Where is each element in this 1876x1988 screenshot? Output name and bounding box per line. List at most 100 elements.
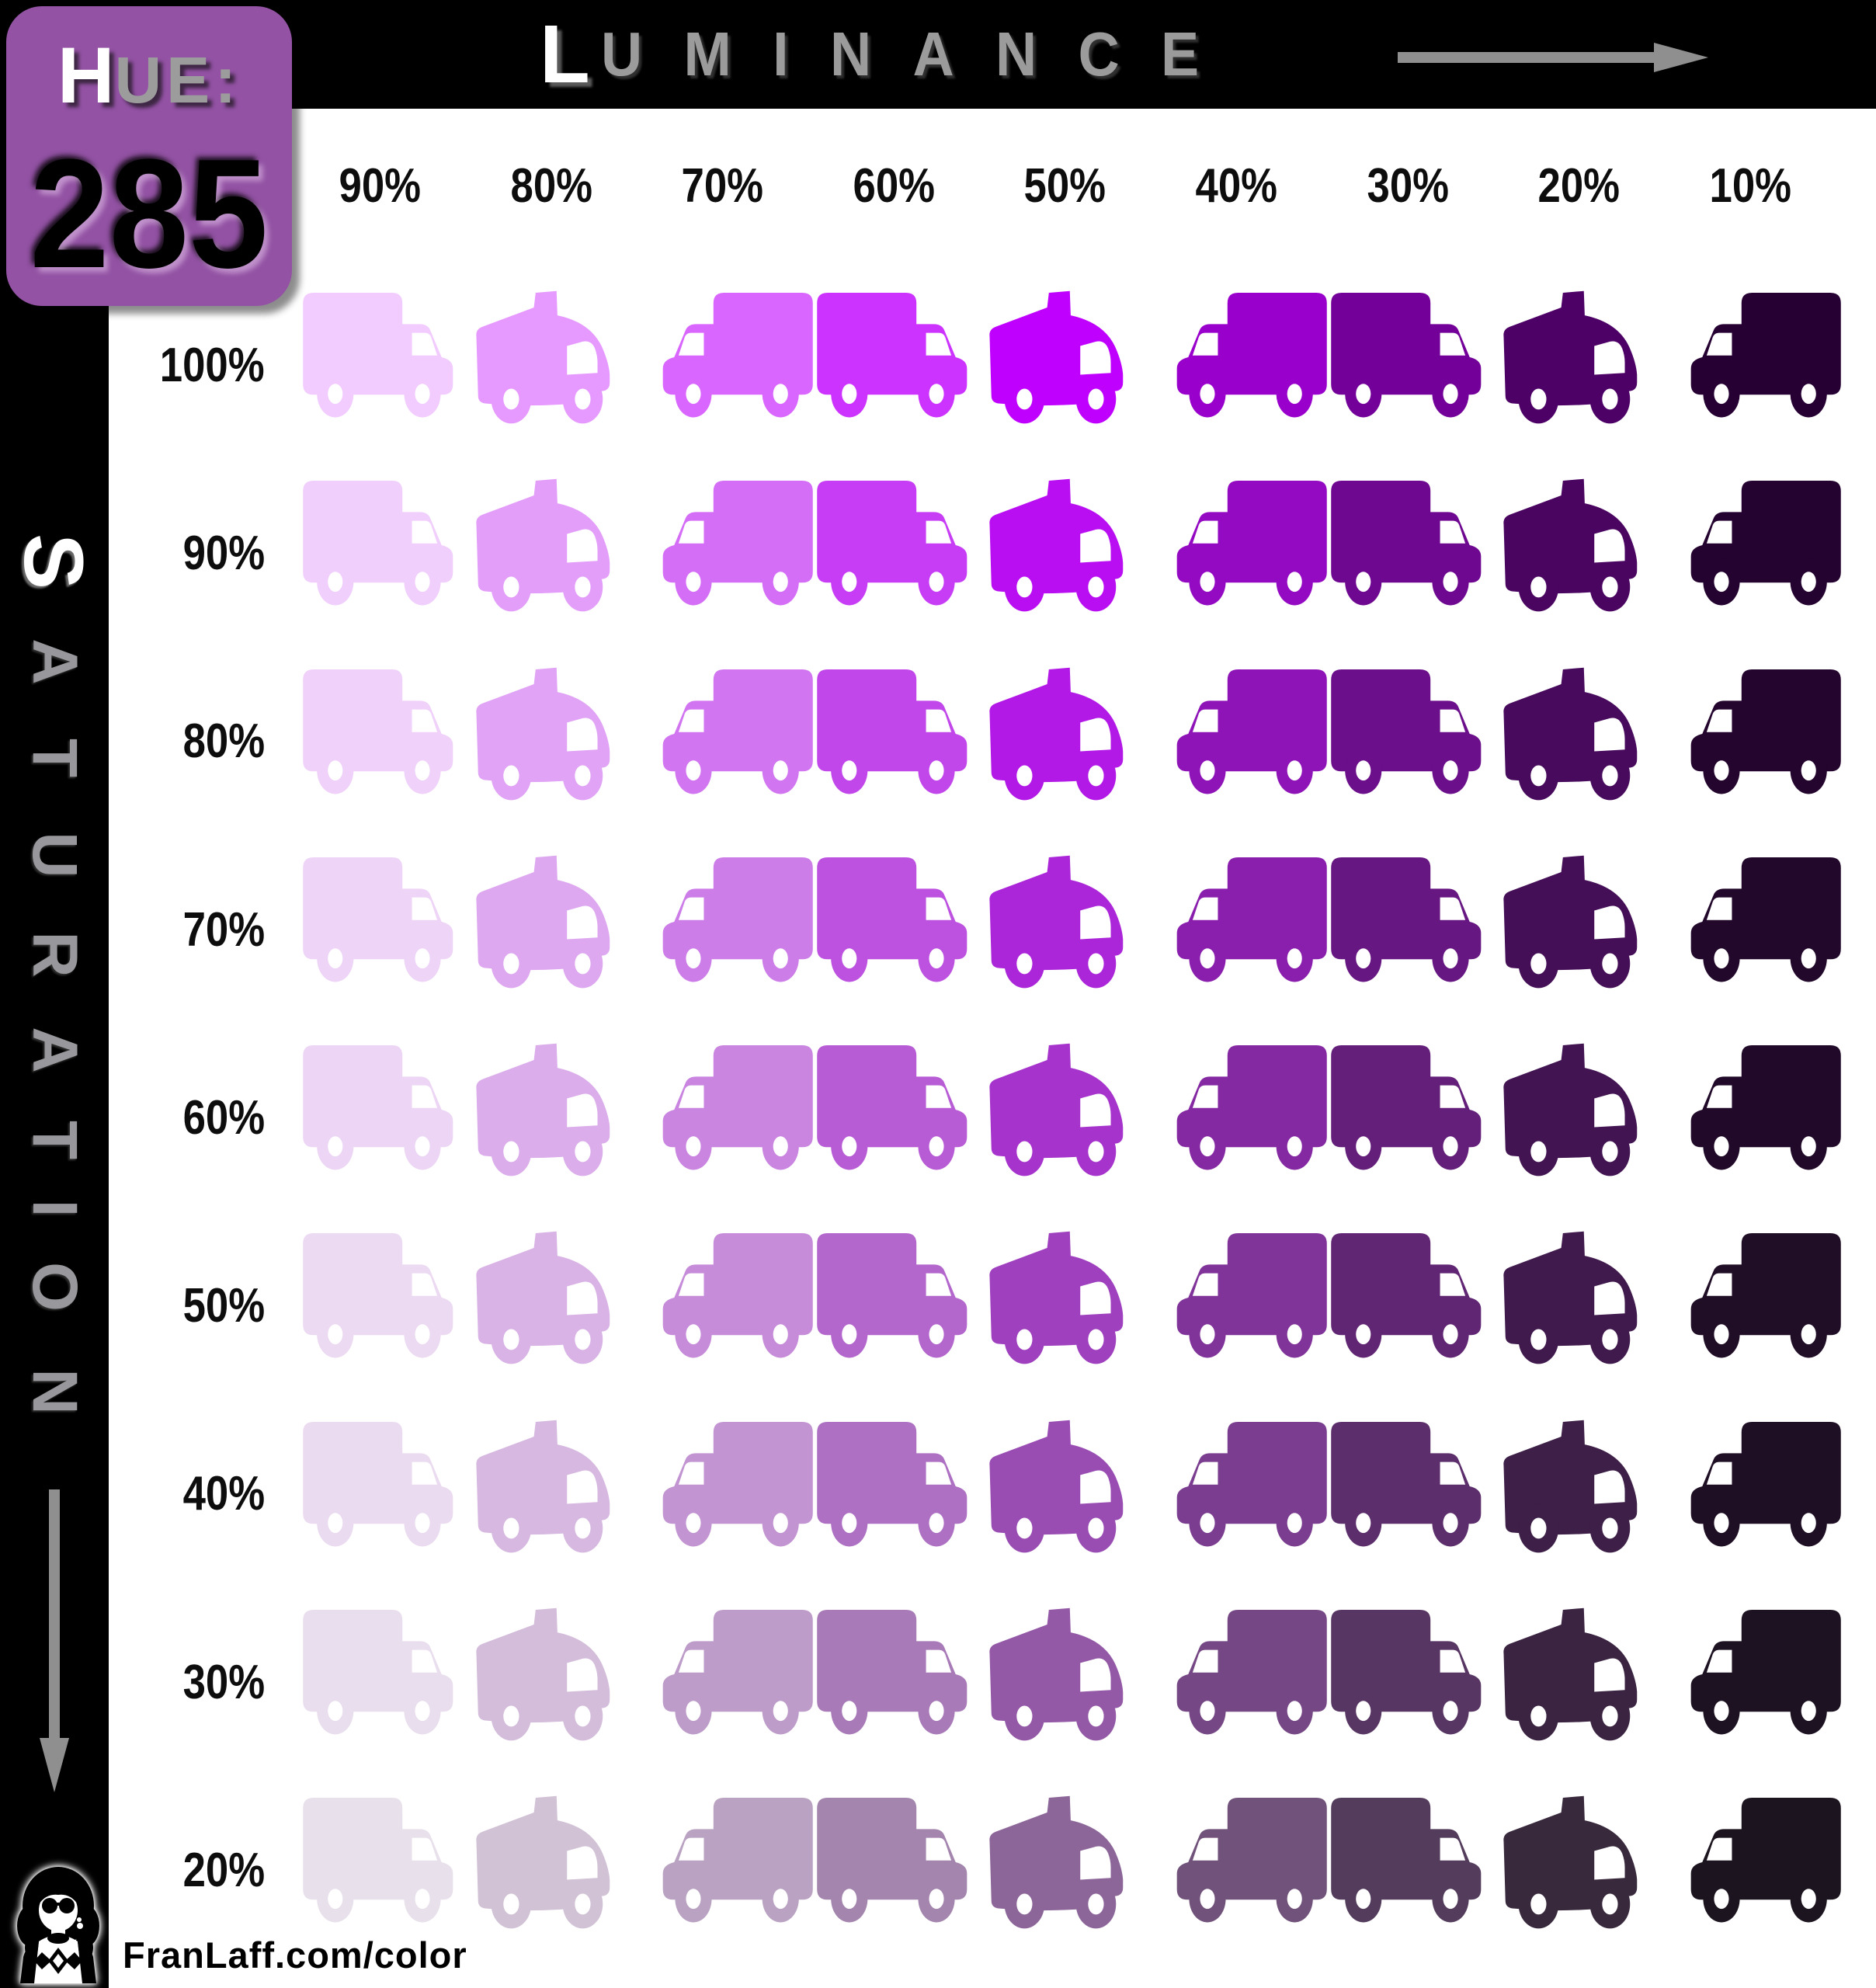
box-truck-icon [1330,1798,1481,1923]
color-swatch-truck [1322,1211,1494,1399]
box-truck-icon [1690,1421,1841,1547]
hue-label-initial: H [57,31,115,120]
color-swatch-truck [294,1024,466,1211]
box-truck-icon [817,481,968,606]
box-truck-icon [1330,1233,1481,1358]
box-truck-icon [1690,857,1841,982]
box-truck-icon [662,481,813,606]
column-header: 90% [339,159,422,213]
column-header: 80% [510,159,592,213]
franlaff-avatar-logo [17,1867,99,1983]
row-label: 40% [182,1467,265,1521]
dump-truck-icon [1503,855,1638,989]
box-truck-icon [1330,1610,1481,1735]
box-truck-icon [1176,1233,1327,1358]
saturation-axis-letter: O [19,1262,90,1312]
column-header: 10% [1709,159,1791,213]
color-swatch-truck [1665,271,1841,459]
dump-truck-icon [989,290,1124,424]
dump-truck-icon [989,855,1124,989]
dump-truck-icon [475,290,610,424]
luminance-title-text: UMINANCE [600,19,1241,89]
color-swatch-truck [294,1400,466,1588]
box-truck-icon [662,1421,813,1547]
row-label: 60% [182,1090,265,1145]
color-swatch-truck [1151,836,1327,1024]
dump-truck-icon [1503,1607,1638,1741]
box-truck-icon [1176,1045,1327,1170]
box-truck-icon [303,1045,453,1170]
color-swatch-truck [294,648,466,836]
color-swatch-truck [1665,1776,1841,1964]
color-swatch-truck [1322,271,1494,459]
box-truck-icon [662,857,813,982]
color-swatch-truck [808,1024,980,1211]
box-truck-icon [662,1798,813,1923]
box-truck-icon [303,1233,453,1358]
color-swatch-truck [1151,1776,1327,1964]
color-swatch-truck [979,459,1151,647]
column-header: 30% [1367,159,1449,213]
color-swatch-truck [1493,1400,1665,1588]
color-swatch-truck [1493,836,1665,1024]
color-swatch-truck [637,1024,813,1211]
color-swatch-truck [466,1024,637,1211]
dump-truck-icon [475,1232,610,1364]
color-swatch-truck [1493,1588,1665,1776]
box-truck-icon [1690,481,1841,606]
color-swatch-truck [1322,836,1494,1024]
color-swatch-truck [979,1024,1151,1211]
color-swatch-truck [466,1588,637,1776]
color-swatch-truck [979,1211,1151,1399]
box-truck-icon [1176,292,1327,418]
color-swatch-truck [979,271,1151,459]
box-truck-icon [817,1610,968,1735]
color-swatch-truck [637,1400,813,1588]
box-truck-icon [1330,669,1481,794]
site-url: FranLaff.com/color [123,1934,467,1976]
box-truck-icon [662,1233,813,1358]
color-swatch-truck [294,836,466,1024]
color-swatch-truck [1322,1024,1494,1211]
box-truck-icon [1330,292,1481,418]
color-swatch-truck [1322,1400,1494,1588]
column-header: 70% [681,159,764,213]
color-swatch-truck [1665,1024,1841,1211]
box-truck-icon [1690,292,1841,418]
box-truck-icon [1176,857,1327,982]
box-truck-icon [1330,857,1481,982]
column-header: 50% [1023,159,1106,213]
box-truck-icon [1176,1798,1327,1923]
box-truck-icon [303,292,453,418]
box-truck-icon [817,1233,968,1358]
saturation-axis-letter: R [19,931,90,978]
column-header: 20% [1537,159,1621,213]
color-swatch-truck [1151,1211,1327,1399]
column-header: 40% [1195,159,1278,213]
color-swatch-truck [979,1400,1151,1588]
dump-truck-icon [475,1796,610,1929]
color-swatch-truck [1665,836,1841,1024]
dump-truck-icon [989,1043,1124,1176]
box-truck-icon [817,1045,968,1170]
color-swatch-truck [979,1776,1151,1964]
hue-label-text: UE: [114,43,241,116]
box-truck-icon [1176,669,1327,794]
color-grid: 100% 90% 80% 70% 60% 50% 40% 30% 20% [109,271,1841,1965]
color-swatch-truck [1151,1588,1327,1776]
color-swatch-truck [1322,648,1494,836]
color-swatch-truck [1493,1211,1665,1399]
color-swatch-truck [294,1776,466,1964]
color-swatch-truck [808,1400,980,1588]
color-swatch-truck [466,1776,637,1964]
dump-truck-icon [475,1607,610,1741]
box-truck-icon [303,669,453,794]
color-swatch-truck [637,271,813,459]
color-swatch-truck [294,459,466,647]
box-truck-icon [303,481,453,606]
luminance-title-initial: L [540,9,590,100]
color-swatch-truck [1151,1024,1327,1211]
box-truck-icon [817,1421,968,1547]
dump-truck-icon [989,1232,1124,1364]
color-swatch-truck [1665,459,1841,647]
